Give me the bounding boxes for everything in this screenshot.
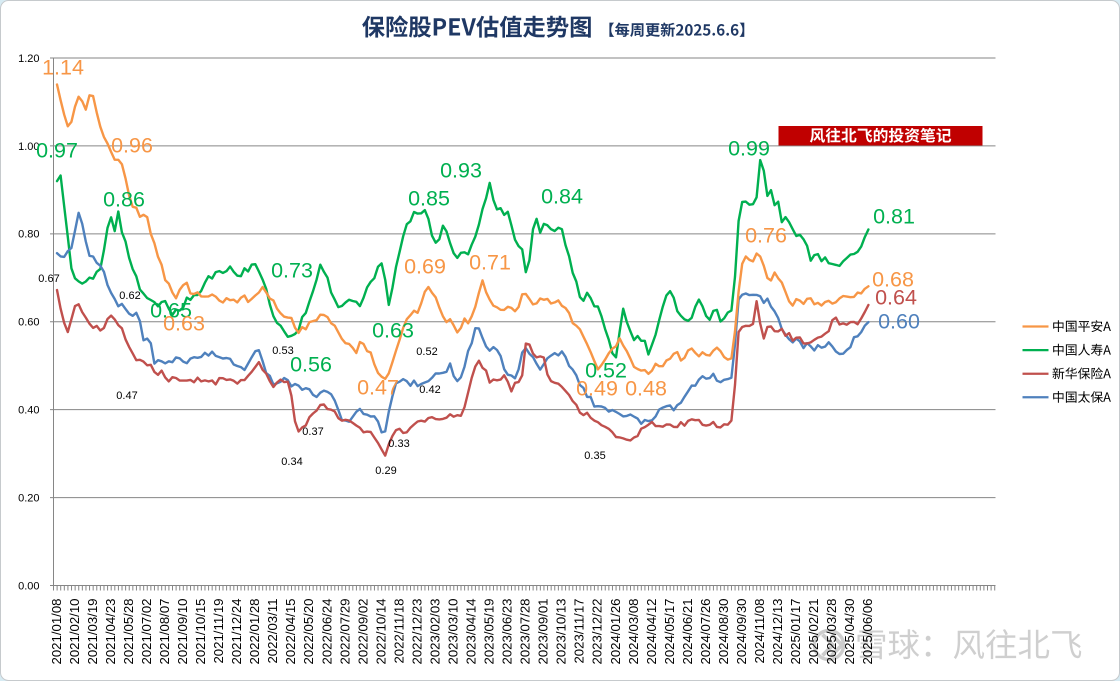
svg-text:0.80: 0.80 xyxy=(18,229,39,241)
svg-text:0.35: 0.35 xyxy=(584,450,605,462)
svg-text:0.37: 0.37 xyxy=(302,426,323,438)
svg-text:0.85: 0.85 xyxy=(408,187,450,211)
svg-text:2024/04/12: 2024/04/12 xyxy=(644,599,659,665)
svg-text:0.47: 0.47 xyxy=(357,376,399,400)
svg-text:2024/03/08: 2024/03/08 xyxy=(626,599,641,665)
svg-text:0.34: 0.34 xyxy=(281,456,302,468)
svg-text:0.33: 0.33 xyxy=(388,438,409,450)
svg-text:2021/02/10: 2021/02/10 xyxy=(67,599,82,665)
svg-text:0.96: 0.96 xyxy=(111,134,153,158)
svg-text:0.84: 0.84 xyxy=(541,185,583,209)
svg-text:0.42: 0.42 xyxy=(419,384,440,396)
svg-text:2021/07/02: 2021/07/02 xyxy=(139,599,154,665)
svg-text:2022/06/24: 2022/06/24 xyxy=(319,599,334,665)
svg-text:0.99: 0.99 xyxy=(728,137,770,161)
svg-text:2024/11/08: 2024/11/08 xyxy=(752,599,767,664)
svg-text:2024/09/30: 2024/09/30 xyxy=(734,599,749,665)
svg-text:0.76: 0.76 xyxy=(745,224,787,248)
svg-text:0.52: 0.52 xyxy=(585,359,627,383)
svg-text:0.56: 0.56 xyxy=(290,353,332,377)
svg-text:0.20: 0.20 xyxy=(18,493,39,505)
svg-text:2025/06/06: 2025/06/06 xyxy=(860,599,875,665)
svg-text:2024/12/13: 2024/12/13 xyxy=(770,599,785,665)
svg-text:2022/01/28: 2022/01/28 xyxy=(247,599,262,665)
svg-text:2023/05/19: 2023/05/19 xyxy=(482,599,497,665)
svg-text:2024/05/17: 2024/05/17 xyxy=(662,599,677,665)
svg-text:2024/07/26: 2024/07/26 xyxy=(698,599,713,665)
svg-text:0.48: 0.48 xyxy=(625,377,667,401)
svg-text:2021/11/19: 2021/11/19 xyxy=(211,599,226,664)
svg-text:0.29: 0.29 xyxy=(375,465,396,477)
svg-text:0.00: 0.00 xyxy=(18,580,39,592)
svg-text:2021/03/19: 2021/03/19 xyxy=(85,599,100,665)
svg-text:2021/12/24: 2021/12/24 xyxy=(229,599,244,665)
svg-text:0.86: 0.86 xyxy=(103,188,145,212)
svg-text:2023/04/14: 2023/04/14 xyxy=(464,599,479,665)
svg-text:2023/12/22: 2023/12/22 xyxy=(590,599,605,665)
svg-text:2021/09/10: 2021/09/10 xyxy=(175,599,190,665)
svg-text:0.93: 0.93 xyxy=(440,159,482,183)
svg-text:0.68: 0.68 xyxy=(872,268,914,292)
svg-text:2023/09/01: 2023/09/01 xyxy=(536,599,551,665)
svg-text:2021/05/28: 2021/05/28 xyxy=(121,599,136,665)
svg-text:0.52: 0.52 xyxy=(416,346,437,358)
svg-text:0.97: 0.97 xyxy=(36,139,78,163)
svg-text:2023/10/13: 2023/10/13 xyxy=(554,599,569,665)
svg-text:2022/09/02: 2022/09/02 xyxy=(355,599,370,665)
svg-text:2021/10/15: 2021/10/15 xyxy=(193,599,208,665)
svg-text:0.69: 0.69 xyxy=(404,255,446,279)
svg-text:0.81: 0.81 xyxy=(873,205,915,229)
svg-text:2021/04/23: 2021/04/23 xyxy=(103,599,118,665)
svg-text:0.63: 0.63 xyxy=(372,319,414,343)
svg-text:2025/04/30: 2025/04/30 xyxy=(842,599,857,665)
svg-text:2022/07/29: 2022/07/29 xyxy=(337,599,352,665)
svg-text:1.20: 1.20 xyxy=(18,53,39,65)
svg-text:2024/01/26: 2024/01/26 xyxy=(608,599,623,665)
svg-text:0.60: 0.60 xyxy=(878,310,920,334)
svg-text:2021/01/08: 2021/01/08 xyxy=(49,599,64,665)
svg-text:0.67: 0.67 xyxy=(38,273,59,285)
svg-text:2024/08/30: 2024/08/30 xyxy=(716,599,731,665)
svg-text:0.53: 0.53 xyxy=(272,345,293,357)
svg-text:1.00: 1.00 xyxy=(18,141,39,153)
svg-text:2022/11/18: 2022/11/18 xyxy=(391,599,406,664)
svg-text:2023/06/23: 2023/06/23 xyxy=(500,599,515,665)
svg-text:0.40: 0.40 xyxy=(18,405,39,417)
svg-text:0.62: 0.62 xyxy=(119,290,140,302)
svg-text:2022/04/15: 2022/04/15 xyxy=(283,599,298,665)
svg-text:1.14: 1.14 xyxy=(42,56,84,80)
svg-text:0.65: 0.65 xyxy=(150,299,192,323)
svg-text:0.73: 0.73 xyxy=(271,259,313,283)
svg-text:2024/06/21: 2024/06/21 xyxy=(680,599,695,665)
svg-text:2022/05/20: 2022/05/20 xyxy=(301,599,316,665)
svg-text:2023/02/03: 2023/02/03 xyxy=(428,599,443,665)
svg-text:2023/07/28: 2023/07/28 xyxy=(518,599,533,665)
svg-text:0.64: 0.64 xyxy=(875,286,917,310)
svg-text:0.49: 0.49 xyxy=(576,377,618,401)
svg-text:0.63: 0.63 xyxy=(163,312,205,336)
svg-text:0.47: 0.47 xyxy=(116,390,137,402)
svg-text:2023/03/10: 2023/03/10 xyxy=(446,599,461,665)
svg-text:2025/01/17: 2025/01/17 xyxy=(788,599,803,665)
svg-text:2021/08/07: 2021/08/07 xyxy=(157,599,172,665)
svg-text:2025/03/28: 2025/03/28 xyxy=(824,599,839,665)
svg-text:2022/03/11: 2022/03/11 xyxy=(265,599,280,664)
svg-text:2023/11/17: 2023/11/17 xyxy=(572,599,587,664)
svg-text:2025/02/21: 2025/02/21 xyxy=(806,599,821,665)
svg-text:2022/10/14: 2022/10/14 xyxy=(373,599,388,665)
svg-text:0.60: 0.60 xyxy=(18,317,39,329)
svg-text:0.71: 0.71 xyxy=(469,251,511,275)
svg-text:2022/12/23: 2022/12/23 xyxy=(409,599,424,665)
